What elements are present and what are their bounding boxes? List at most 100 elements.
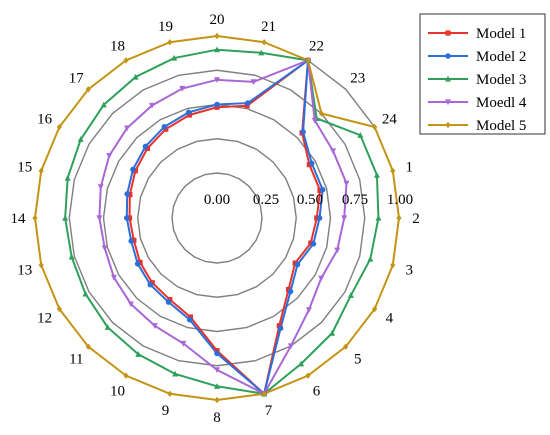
series-5-point-13 [38,261,44,269]
category-label-18: 18 [110,39,125,55]
legend-label-5: Model 5 [476,118,526,134]
series-3-point-11 [104,324,111,330]
series-5-point-17 [85,86,91,93]
series-3-point-9 [172,370,179,377]
series-5-point-3 [390,261,396,269]
series-3-point-2 [375,214,382,221]
series-5-point-15 [38,167,44,175]
series-5-point-24 [372,123,378,131]
series-2-point-3 [310,241,317,247]
series-5-point-7 [261,390,267,397]
series-5-point-6 [305,372,311,379]
series-5-point-1 [390,167,396,175]
legend-marker-2 [445,53,451,59]
series-2-point-24 [308,160,315,167]
series-2-point-10 [165,299,172,305]
series-5-point-20 [214,32,220,40]
series-4-point-9 [180,340,187,347]
series-5-point-10 [123,372,129,379]
series-2-point-1 [319,186,326,193]
series-4-point-16 [106,153,113,159]
category-label-13: 13 [17,263,32,279]
series-2-point-17 [142,143,149,150]
category-label-4: 4 [386,311,394,327]
series-4-point-17 [124,125,131,132]
series-3-point-3 [367,255,374,262]
category-label-20: 20 [210,12,225,28]
legend-marker-1 [445,30,451,36]
category-label-2: 2 [412,211,420,227]
series-5-point-9 [167,390,173,397]
category-label-14: 14 [11,211,27,227]
series-line-3 [64,48,380,395]
series-5-point-12 [56,305,62,313]
radial-tick-label: 0.50 [297,192,323,208]
category-label-8: 8 [213,410,221,426]
series-4-point-5 [305,307,312,314]
legend-marker-3 [445,75,451,82]
series-3-point-15 [64,174,71,181]
legend: Model 1 Model 2 Model 3 Moedl 4 Model 5 [419,13,546,135]
series-2-point-20 [214,101,220,108]
series-4-point-21 [250,79,257,86]
series-3-point-20 [214,46,220,53]
category-label-15: 15 [17,160,32,176]
series-5-point-16 [56,123,62,131]
series-2-point-6 [277,325,284,331]
series-2-point-11 [147,281,154,288]
series-4-point-14 [96,215,103,222]
series-4-point-15 [97,184,104,191]
series-5-point-11 [85,343,91,350]
series-4-point-1 [343,180,350,187]
series-4-point-19 [179,85,186,92]
category-label-5: 5 [354,352,362,368]
legend-label-3: Model 3 [476,72,526,88]
grid-ring-1 [137,138,297,298]
series-3-point-19 [171,54,178,61]
category-label-22: 22 [309,39,324,55]
series-4-point-13 [101,245,108,252]
series-5-point-14 [32,214,38,222]
series-2-point-2 [316,215,323,221]
category-label-11: 11 [69,352,83,368]
category-label-16: 16 [37,112,53,128]
category-label-21: 21 [261,19,276,35]
series-2-point-5 [287,288,294,295]
series-5-point-5 [343,343,349,350]
series-4-point-4 [318,275,325,282]
series-5-point-2 [396,214,402,222]
radial-tick-label: 0.75 [342,192,368,208]
series-4-point-11 [127,301,134,308]
series-2-point-18 [161,124,168,130]
category-label-9: 9 [162,403,170,419]
radial-tick-labels: 0.00 0.25 0.50 0.75 1.00 [204,192,413,208]
category-label-23: 23 [350,70,365,86]
radial-tick-label: 0.25 [253,192,279,208]
category-label-7: 7 [265,403,273,419]
series-2-point-19 [185,109,192,116]
category-label-12: 12 [37,311,52,327]
series-4-point-3 [334,247,341,254]
grid-ring-2 [102,103,332,333]
series-line-4 [98,58,348,396]
legend-label-4: Moedl 4 [476,95,527,111]
series-3-point-1 [373,171,380,178]
series-3-point-10 [135,351,142,357]
grid-ring-3 [68,69,366,367]
category-label-10: 10 [110,383,125,399]
series-2-point-4 [294,261,301,268]
series-2-point-13 [128,238,134,244]
series-4-point-24 [330,148,337,155]
series-5-point-23 [318,110,325,117]
series-3-point-12 [82,290,89,297]
series-3-point-8 [214,383,220,389]
series-markers [32,32,402,404]
series-3-point-5 [329,329,336,336]
category-label-17: 17 [69,70,85,86]
series-3-point-13 [68,253,75,260]
series-4-point-12 [110,274,117,281]
series-3-point-18 [132,73,139,80]
series-4-point-8 [214,367,220,374]
series-5-point-4 [372,305,378,313]
